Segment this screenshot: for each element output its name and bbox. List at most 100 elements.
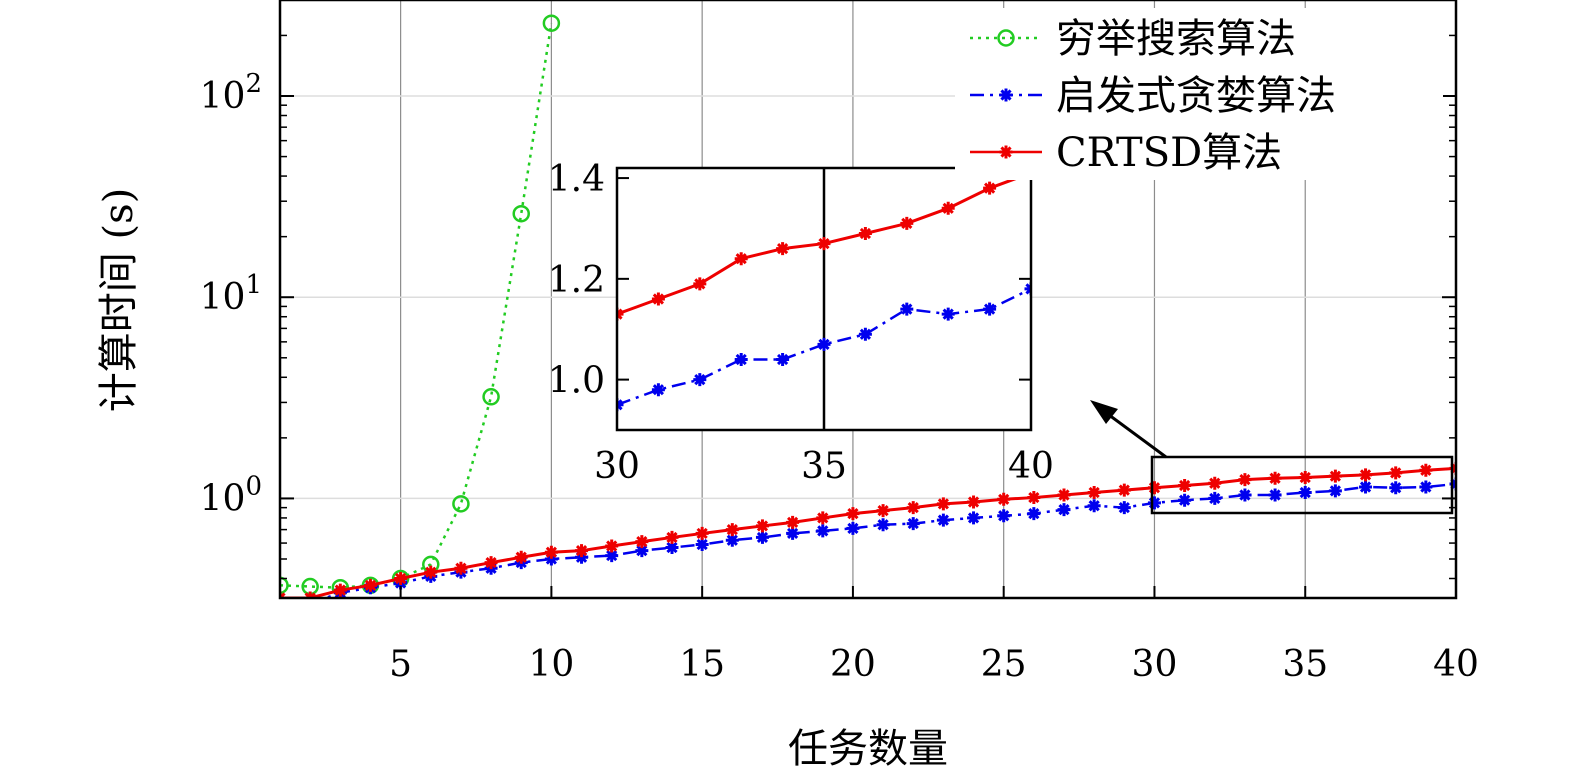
- data-point: [786, 515, 800, 529]
- data-point: [1147, 496, 1161, 510]
- data-point: [1057, 488, 1071, 502]
- data-point: [542, 14, 561, 32]
- inset-plot-frame: [615, 166, 1033, 432]
- inset-y-tick-label: 1.4: [548, 159, 605, 200]
- data-point: [1268, 488, 1282, 502]
- data-point: [1027, 507, 1041, 521]
- data-point: [734, 252, 748, 266]
- legend-label: CRTSD算法: [1056, 130, 1282, 176]
- main-series-group: [280, 14, 1456, 598]
- data-point: [514, 550, 528, 564]
- data-point: [1419, 463, 1433, 477]
- y-tick-label: 101: [200, 270, 262, 318]
- data-point: [906, 517, 920, 531]
- data-point: [786, 526, 800, 540]
- y-axis-title: 计算时间 (s): [96, 188, 142, 412]
- data-point: [363, 578, 377, 592]
- data-point: [1057, 503, 1071, 517]
- x-tick-label: 20: [830, 644, 876, 685]
- data-point: [454, 561, 468, 575]
- series-line: [280, 466, 1456, 598]
- inset-series-启发式贪婪算法: [617, 282, 1031, 412]
- data-point: [1238, 473, 1252, 487]
- data-point: [333, 583, 347, 597]
- data-point: [1389, 481, 1403, 495]
- data-point: [997, 492, 1011, 506]
- data-point: [484, 556, 498, 570]
- data-point: [817, 237, 831, 251]
- data-point: [846, 521, 860, 535]
- data-point: [967, 511, 981, 525]
- zoom-arrow-line: [1104, 410, 1167, 459]
- series-穷举搜索算法: [280, 14, 561, 597]
- data-point: [755, 530, 769, 544]
- data-point: [635, 544, 649, 558]
- x-axis-title: 任务数量: [788, 726, 948, 772]
- data-point: [876, 518, 890, 532]
- data-point: [983, 302, 997, 316]
- data-point: [1238, 488, 1252, 502]
- data-point: [482, 388, 500, 406]
- data-point: [575, 550, 589, 564]
- data-point: [1178, 478, 1192, 492]
- series-启发式贪婪算法: [280, 477, 1456, 598]
- data-point: [1117, 501, 1131, 515]
- x-tick-label: 10: [528, 644, 574, 685]
- inset-x-tick-label: 30: [594, 446, 640, 487]
- data-point: [1208, 476, 1222, 490]
- data-point: [605, 549, 619, 563]
- data-point: [651, 383, 665, 397]
- data-point: [1298, 471, 1312, 485]
- inset-series-CRTSD算法: [617, 168, 1031, 321]
- data-point: [651, 292, 665, 306]
- data-point: [858, 327, 872, 341]
- data-point: [575, 544, 589, 558]
- data-point: [936, 513, 950, 527]
- data-point: [424, 565, 438, 579]
- data-point: [941, 307, 955, 321]
- inset-x-tick-label: 40: [1008, 446, 1054, 487]
- x-tick-label: 30: [1132, 644, 1178, 685]
- data-point: [1087, 499, 1101, 513]
- data-point: [1389, 466, 1403, 480]
- data-point: [1178, 493, 1192, 507]
- data-point: [858, 227, 872, 240]
- zoom-arrow-head: [1090, 400, 1118, 424]
- data-point: [997, 29, 1015, 47]
- data-point: [1208, 491, 1222, 505]
- data-point: [999, 88, 1013, 102]
- inset-axis-ticks: 30 35 40 1.0 1.2 1.4: [548, 159, 1054, 487]
- data-point: [635, 535, 649, 549]
- inset-y-tick-label: 1.2: [548, 260, 605, 301]
- data-point: [544, 545, 558, 559]
- inset-series-group: [617, 168, 1031, 412]
- zoom-region-box: [1150, 455, 1454, 515]
- data-point: [816, 524, 830, 538]
- series-CRTSD算法: [280, 461, 1456, 598]
- data-point: [544, 552, 558, 566]
- data-point: [1298, 486, 1312, 500]
- data-point: [693, 373, 707, 387]
- data-point: [1147, 481, 1161, 495]
- data-point: [280, 576, 289, 595]
- x-tick-label: 25: [981, 644, 1027, 685]
- x-tick-label: 5: [389, 644, 412, 685]
- y-tick-label: 100: [200, 471, 262, 519]
- inset-y-tick-label: 1.0: [548, 361, 605, 402]
- data-point: [906, 501, 920, 515]
- data-point: [876, 504, 890, 518]
- data-point: [1268, 471, 1282, 485]
- data-point: [665, 530, 679, 544]
- data-point: [941, 201, 955, 215]
- data-point: [997, 509, 1011, 523]
- data-point: [1087, 486, 1101, 500]
- data-point: [967, 495, 981, 509]
- data-point: [900, 302, 914, 316]
- data-point: [693, 277, 707, 291]
- data-point: [817, 337, 831, 351]
- data-point: [983, 181, 997, 195]
- data-point: [1328, 484, 1342, 498]
- data-point: [512, 204, 530, 223]
